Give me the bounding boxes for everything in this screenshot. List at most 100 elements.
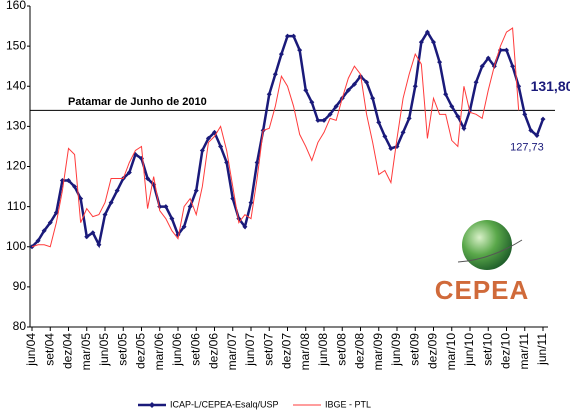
x-tick-label: jun/07	[243, 333, 257, 367]
marker	[291, 33, 297, 39]
x-tick-label: mar/05	[79, 333, 93, 371]
x-tick-label: jun/08	[316, 333, 330, 367]
marker	[187, 204, 193, 210]
marker	[376, 119, 382, 125]
marker	[254, 159, 260, 165]
marker	[218, 143, 224, 149]
y-tick-label: 120	[6, 159, 26, 173]
legend-label: IBGE - PTL	[325, 399, 371, 409]
marker	[78, 196, 84, 202]
marker	[449, 103, 455, 109]
x-tick-label: mar/08	[298, 333, 312, 371]
marker	[72, 184, 78, 190]
marker	[199, 147, 205, 153]
x-tick-label: jun/04	[24, 333, 38, 367]
marker	[424, 29, 430, 35]
marker	[114, 188, 120, 194]
x-tick-label: dez/05	[134, 333, 148, 369]
marker	[443, 91, 449, 97]
marker	[66, 178, 71, 184]
y-tick-label: 90	[13, 279, 27, 293]
x-tick-label: jun/06	[170, 333, 184, 367]
marker	[345, 87, 351, 93]
legend-label: ICAP-L/CEPEA-Esalq/USP	[170, 399, 279, 409]
x-tick-label: dez/07	[280, 333, 294, 369]
x-tick-label: set/04	[42, 333, 56, 366]
marker	[382, 133, 388, 139]
y-tick-label: 110	[7, 199, 26, 213]
marker	[485, 55, 491, 61]
x-tick-label: set/07	[261, 333, 275, 366]
x-tick-label: jun/11	[535, 333, 549, 366]
marker	[418, 39, 424, 45]
marker	[181, 224, 187, 230]
marker	[145, 176, 151, 182]
marker	[278, 51, 284, 57]
marker	[455, 113, 461, 119]
marker	[504, 47, 509, 53]
x-tick-label: jun/05	[97, 333, 111, 367]
marker	[479, 63, 485, 69]
x-tick-label: set/09	[407, 333, 421, 366]
marker	[272, 71, 278, 77]
x-tick-label: dez/09	[426, 333, 440, 369]
marker	[163, 204, 169, 210]
marker	[370, 95, 376, 101]
y-tick-label: 160	[6, 0, 26, 12]
logo-globe	[462, 220, 512, 270]
logo-swoosh	[457, 239, 523, 263]
x-tick-label: set/08	[334, 333, 348, 366]
marker	[41, 228, 47, 234]
marker	[534, 132, 540, 138]
marker	[108, 200, 114, 206]
marker	[285, 33, 290, 39]
marker	[35, 238, 41, 244]
y-tick-label: 100	[6, 239, 26, 253]
y-tick-label: 80	[13, 319, 27, 333]
marker	[84, 234, 90, 240]
x-tick-label: mar/10	[444, 333, 458, 371]
x-tick-label: mar/06	[152, 333, 166, 371]
marker	[102, 212, 108, 218]
logo: CEPEA	[435, 220, 530, 305]
marker	[528, 127, 534, 133]
marker	[412, 83, 418, 89]
y-tick-label: 130	[6, 119, 26, 133]
x-tick-label: dez/10	[499, 333, 513, 369]
marker	[230, 196, 236, 202]
marker	[473, 79, 479, 85]
marker	[193, 188, 199, 194]
x-tick-label: jun/10	[462, 333, 476, 367]
marker	[333, 103, 339, 109]
marker	[321, 117, 327, 123]
x-tick-label: mar/07	[225, 333, 239, 371]
marker	[431, 39, 436, 45]
marker	[248, 200, 254, 206]
marker	[461, 125, 467, 131]
x-tick-label: jun/09	[389, 333, 403, 367]
marker	[297, 47, 303, 53]
x-tick-label: set/06	[188, 333, 202, 366]
reference-label: Patamar de Junho de 2010	[68, 96, 207, 108]
data-label: 131,80	[531, 78, 570, 94]
marker	[47, 220, 53, 226]
marker	[242, 224, 248, 230]
marker	[327, 111, 333, 117]
marker	[522, 111, 528, 117]
marker	[315, 117, 321, 123]
x-tick-label: set/10	[480, 333, 494, 366]
series-line	[31, 27, 520, 248]
marker	[540, 116, 546, 122]
data-label: 127,73	[510, 141, 544, 153]
marker	[351, 81, 357, 87]
marker	[303, 87, 309, 93]
marker	[364, 79, 370, 85]
marker	[437, 59, 443, 65]
legend-marker	[149, 402, 155, 408]
marker	[406, 115, 412, 121]
y-tick-label: 140	[6, 78, 26, 92]
marker	[224, 159, 230, 165]
logo-text: CEPEA	[435, 275, 530, 305]
marker	[205, 135, 211, 141]
